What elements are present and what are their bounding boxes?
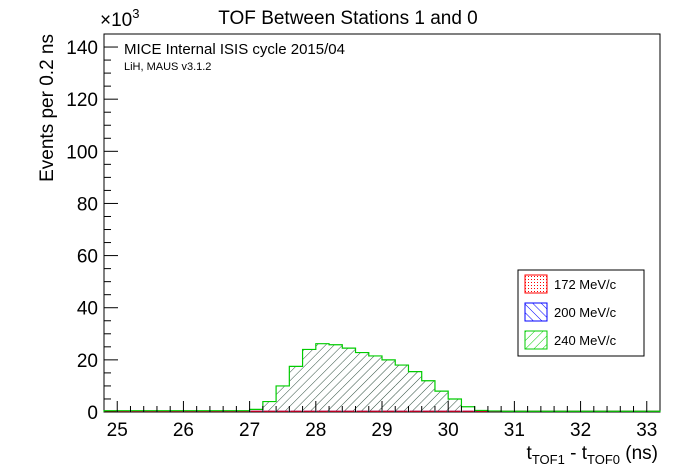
legend: 172 MeV/c 200 MeV/c 240 MeV/c <box>517 269 645 357</box>
x-tick-label: 25 <box>107 420 128 441</box>
x-axis-ticks: 25 26 27 28 29 30 31 32 33 <box>107 401 657 441</box>
series-240-bars <box>262 343 462 412</box>
bar-240-13 <box>276 385 290 412</box>
y-tick-label: 100 <box>66 142 98 163</box>
legend-swatch-240 <box>524 330 548 350</box>
y-axis-multiplier: ×103 <box>100 6 139 31</box>
y-tick-label: 140 <box>66 38 98 59</box>
x-tick-label: 29 <box>371 420 392 441</box>
annotation-lih: LiH, MAUS v3.1.2 <box>124 61 211 73</box>
y-tick-label: 60 <box>77 247 98 268</box>
bar-240-18 <box>342 348 356 412</box>
legend-label-240: 240 MeV/c <box>554 333 617 348</box>
y-tick-label: 20 <box>77 351 98 372</box>
x-tick-label: 27 <box>239 420 260 441</box>
bar-240-21 <box>382 359 396 412</box>
bar-240-23 <box>408 371 422 412</box>
y-tick-label: 80 <box>77 194 98 215</box>
x-tick-label: 30 <box>438 420 459 441</box>
x-tick-label: 32 <box>570 420 591 441</box>
bar-240-14 <box>289 366 303 412</box>
x-tick-label: 33 <box>636 420 657 441</box>
y-tick-label: 40 <box>77 299 98 320</box>
x-tick-label: 28 <box>305 420 326 441</box>
x-tick-label: 31 <box>504 420 525 441</box>
y-tick-label: 120 <box>66 90 98 111</box>
bar-240-17 <box>329 344 343 412</box>
bar-240-26 <box>448 398 462 412</box>
chart-title: TOF Between Stations 1 and 0 <box>218 8 477 29</box>
bar-240-15 <box>302 349 316 412</box>
y-axis-label: Events per 0.2 ns <box>37 34 58 182</box>
annotation-mice: MICE Internal ISIS cycle 2015/04 <box>124 41 345 58</box>
series-240-outline <box>103 343 661 412</box>
y-axis-ticks: 0 20 40 60 80 100 120 140 <box>66 33 118 424</box>
bar-240-20 <box>368 355 382 412</box>
y-tick-label: 0 <box>87 403 98 424</box>
bar-240-22 <box>395 365 409 412</box>
x-tick-label: 26 <box>173 420 194 441</box>
legend-swatch-200 <box>524 302 548 322</box>
bar-240-12 <box>262 401 277 412</box>
x-axis-label: tTOF1 - tTOF0 (ns) <box>527 443 658 467</box>
legend-swatch-172 <box>524 274 548 294</box>
bar-240-16 <box>315 343 330 412</box>
bar-240-25 <box>434 391 449 412</box>
legend-label-200: 200 MeV/c <box>554 305 617 320</box>
legend-label-172: 172 MeV/c <box>554 277 617 292</box>
bar-240-19 <box>355 352 369 412</box>
bar-240-24 <box>421 380 435 412</box>
